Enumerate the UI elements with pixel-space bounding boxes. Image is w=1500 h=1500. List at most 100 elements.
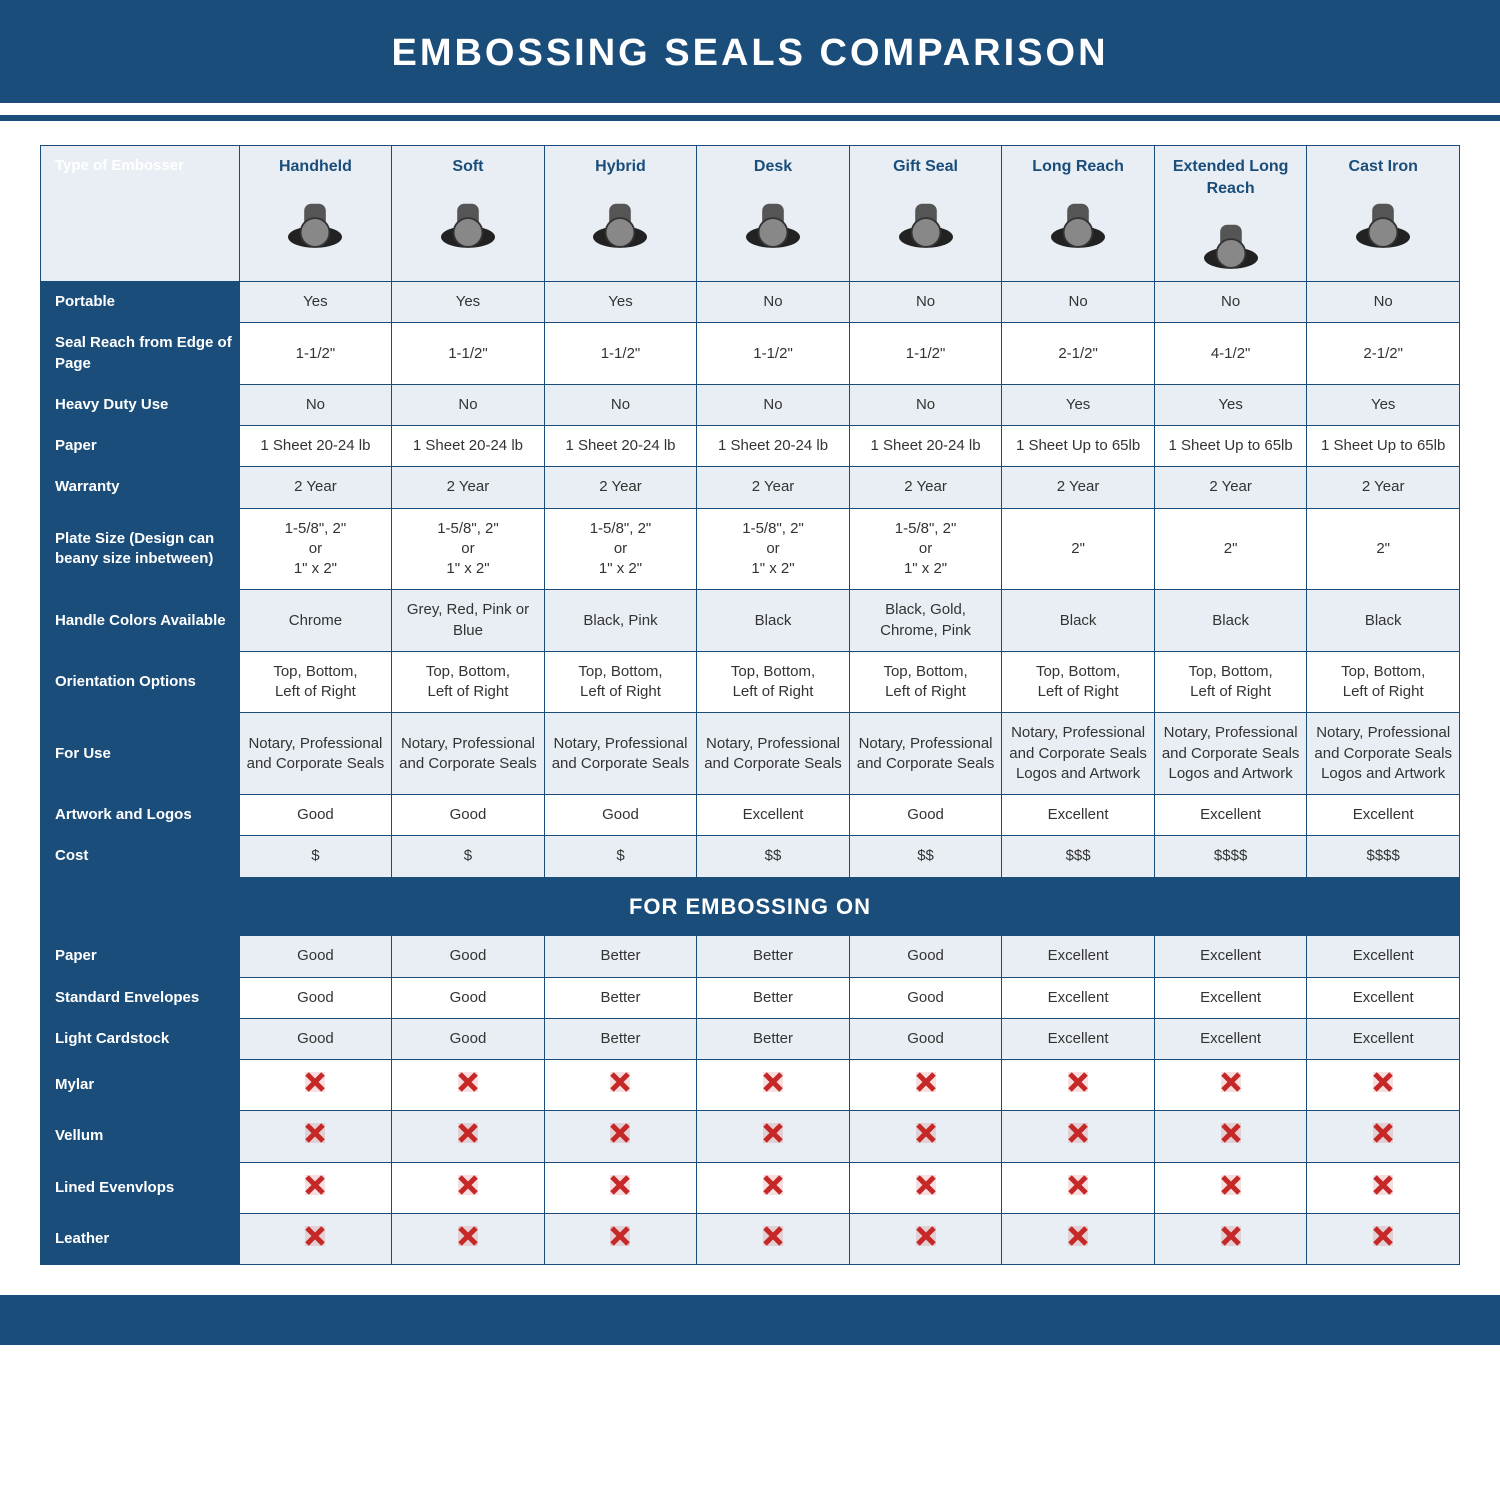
- embosser-icon: [423, 184, 513, 254]
- table-cell: 2-1/2": [1307, 323, 1460, 385]
- table-cell: 1-1/2": [239, 323, 392, 385]
- table-cell: [392, 1162, 545, 1213]
- table-cell: [1154, 1213, 1307, 1264]
- cross-icon: [456, 1224, 480, 1248]
- cross-icon: [608, 1121, 632, 1145]
- table-cell: [544, 1213, 697, 1264]
- table-cell: Yes: [239, 282, 392, 323]
- row-label: Portable: [41, 282, 240, 323]
- table-cell: 2 Year: [392, 467, 545, 508]
- embosser-icon: [1338, 184, 1428, 254]
- table-cell: Yes: [1002, 384, 1155, 425]
- column-header-label: Hybrid: [549, 156, 693, 178]
- table-cell: [849, 1060, 1002, 1111]
- table-cell: Excellent: [1307, 795, 1460, 836]
- table-cell: [392, 1060, 545, 1111]
- table-cell: 2-1/2": [1002, 323, 1155, 385]
- cross-icon: [456, 1070, 480, 1094]
- table-cell: Notary, Professional and Corporate Seals: [544, 713, 697, 795]
- table-cell: No: [849, 282, 1002, 323]
- table-cell: [239, 1111, 392, 1162]
- table-cell: Better: [697, 936, 850, 977]
- table-cell: Top, Bottom,Left of Right: [392, 651, 545, 713]
- table-cell: [544, 1060, 697, 1111]
- row-label: Heavy Duty Use: [41, 384, 240, 425]
- table-cell: Top, Bottom,Left of Right: [239, 651, 392, 713]
- cross-icon: [761, 1173, 785, 1197]
- table-cell: [392, 1111, 545, 1162]
- table-cell: [1307, 1060, 1460, 1111]
- table-cell: Good: [849, 936, 1002, 977]
- column-header-label: Extended Long Reach: [1159, 156, 1303, 199]
- cross-icon: [1219, 1224, 1243, 1248]
- table-cell: Notary, Professional and Corporate Seals: [697, 713, 850, 795]
- cross-icon: [1066, 1224, 1090, 1248]
- table-cell: Excellent: [1154, 795, 1307, 836]
- table-cell: [849, 1162, 1002, 1213]
- table-cell: 2 Year: [544, 467, 697, 508]
- column-header-label: Cast Iron: [1311, 156, 1455, 178]
- table-cell: $$$$: [1307, 836, 1460, 877]
- table-cell: 2": [1307, 508, 1460, 590]
- table-cell: 1-5/8", 2"or1" x 2": [697, 508, 850, 590]
- table-cell: $: [544, 836, 697, 877]
- table-cell: 2": [1154, 508, 1307, 590]
- table-cell: Excellent: [1154, 977, 1307, 1018]
- cross-icon: [761, 1121, 785, 1145]
- table-cell: Notary, Professional and Corporate Seals…: [1154, 713, 1307, 795]
- cross-icon: [1371, 1224, 1395, 1248]
- table-cell: [697, 1162, 850, 1213]
- table-cell: [544, 1111, 697, 1162]
- column-header: Long Reach: [1002, 146, 1155, 282]
- row-label: Cost: [41, 836, 240, 877]
- table-cell: [1002, 1162, 1155, 1213]
- table-cell: Better: [697, 1018, 850, 1059]
- cross-icon: [1371, 1070, 1395, 1094]
- table-cell: $: [392, 836, 545, 877]
- table-cell: Good: [239, 1018, 392, 1059]
- table-cell: [849, 1111, 1002, 1162]
- table-cell: Excellent: [1154, 936, 1307, 977]
- table-cell: Black: [1002, 590, 1155, 652]
- table-cell: $$$$: [1154, 836, 1307, 877]
- table-cell: 2 Year: [1154, 467, 1307, 508]
- row-label: Plate Size (Design can beany size inbetw…: [41, 508, 240, 590]
- table-cell: Black, Pink: [544, 590, 697, 652]
- table-cell: No: [849, 384, 1002, 425]
- cross-icon: [761, 1070, 785, 1094]
- table-cell: Excellent: [1002, 977, 1155, 1018]
- table-cell: Top, Bottom,Left of Right: [1154, 651, 1307, 713]
- header-row-label: Type of Embosser: [41, 146, 240, 282]
- table-cell: No: [392, 384, 545, 425]
- cross-icon: [761, 1224, 785, 1248]
- table-cell: [1154, 1060, 1307, 1111]
- column-header: Handheld: [239, 146, 392, 282]
- cross-icon: [608, 1070, 632, 1094]
- table-cell: $$: [697, 836, 850, 877]
- cross-icon: [1066, 1173, 1090, 1197]
- table-cell: 1 Sheet 20-24 lb: [849, 426, 1002, 467]
- table-cell: [697, 1213, 850, 1264]
- section-header: FOR EMBOSSING ON: [41, 877, 1460, 936]
- table-cell: 2 Year: [697, 467, 850, 508]
- table-cell: Better: [544, 936, 697, 977]
- embosser-icon: [728, 184, 818, 254]
- table-cell: 1-1/2": [392, 323, 545, 385]
- column-header-label: Long Reach: [1006, 156, 1150, 178]
- row-label: Standard Envelopes: [41, 977, 240, 1018]
- table-cell: 1-5/8", 2"or1" x 2": [544, 508, 697, 590]
- table-cell: $$: [849, 836, 1002, 877]
- table-cell: Chrome: [239, 590, 392, 652]
- table-cell: [1002, 1111, 1155, 1162]
- table-cell: [697, 1060, 850, 1111]
- table-cell: [239, 1213, 392, 1264]
- table-cell: Yes: [544, 282, 697, 323]
- table-cell: Better: [544, 1018, 697, 1059]
- table-cell: 1-1/2": [849, 323, 1002, 385]
- column-header: Cast Iron: [1307, 146, 1460, 282]
- cross-icon: [1219, 1070, 1243, 1094]
- table-cell: [1002, 1213, 1155, 1264]
- row-label: Paper: [41, 936, 240, 977]
- table-cell: 2 Year: [1307, 467, 1460, 508]
- row-label: Light Cardstock: [41, 1018, 240, 1059]
